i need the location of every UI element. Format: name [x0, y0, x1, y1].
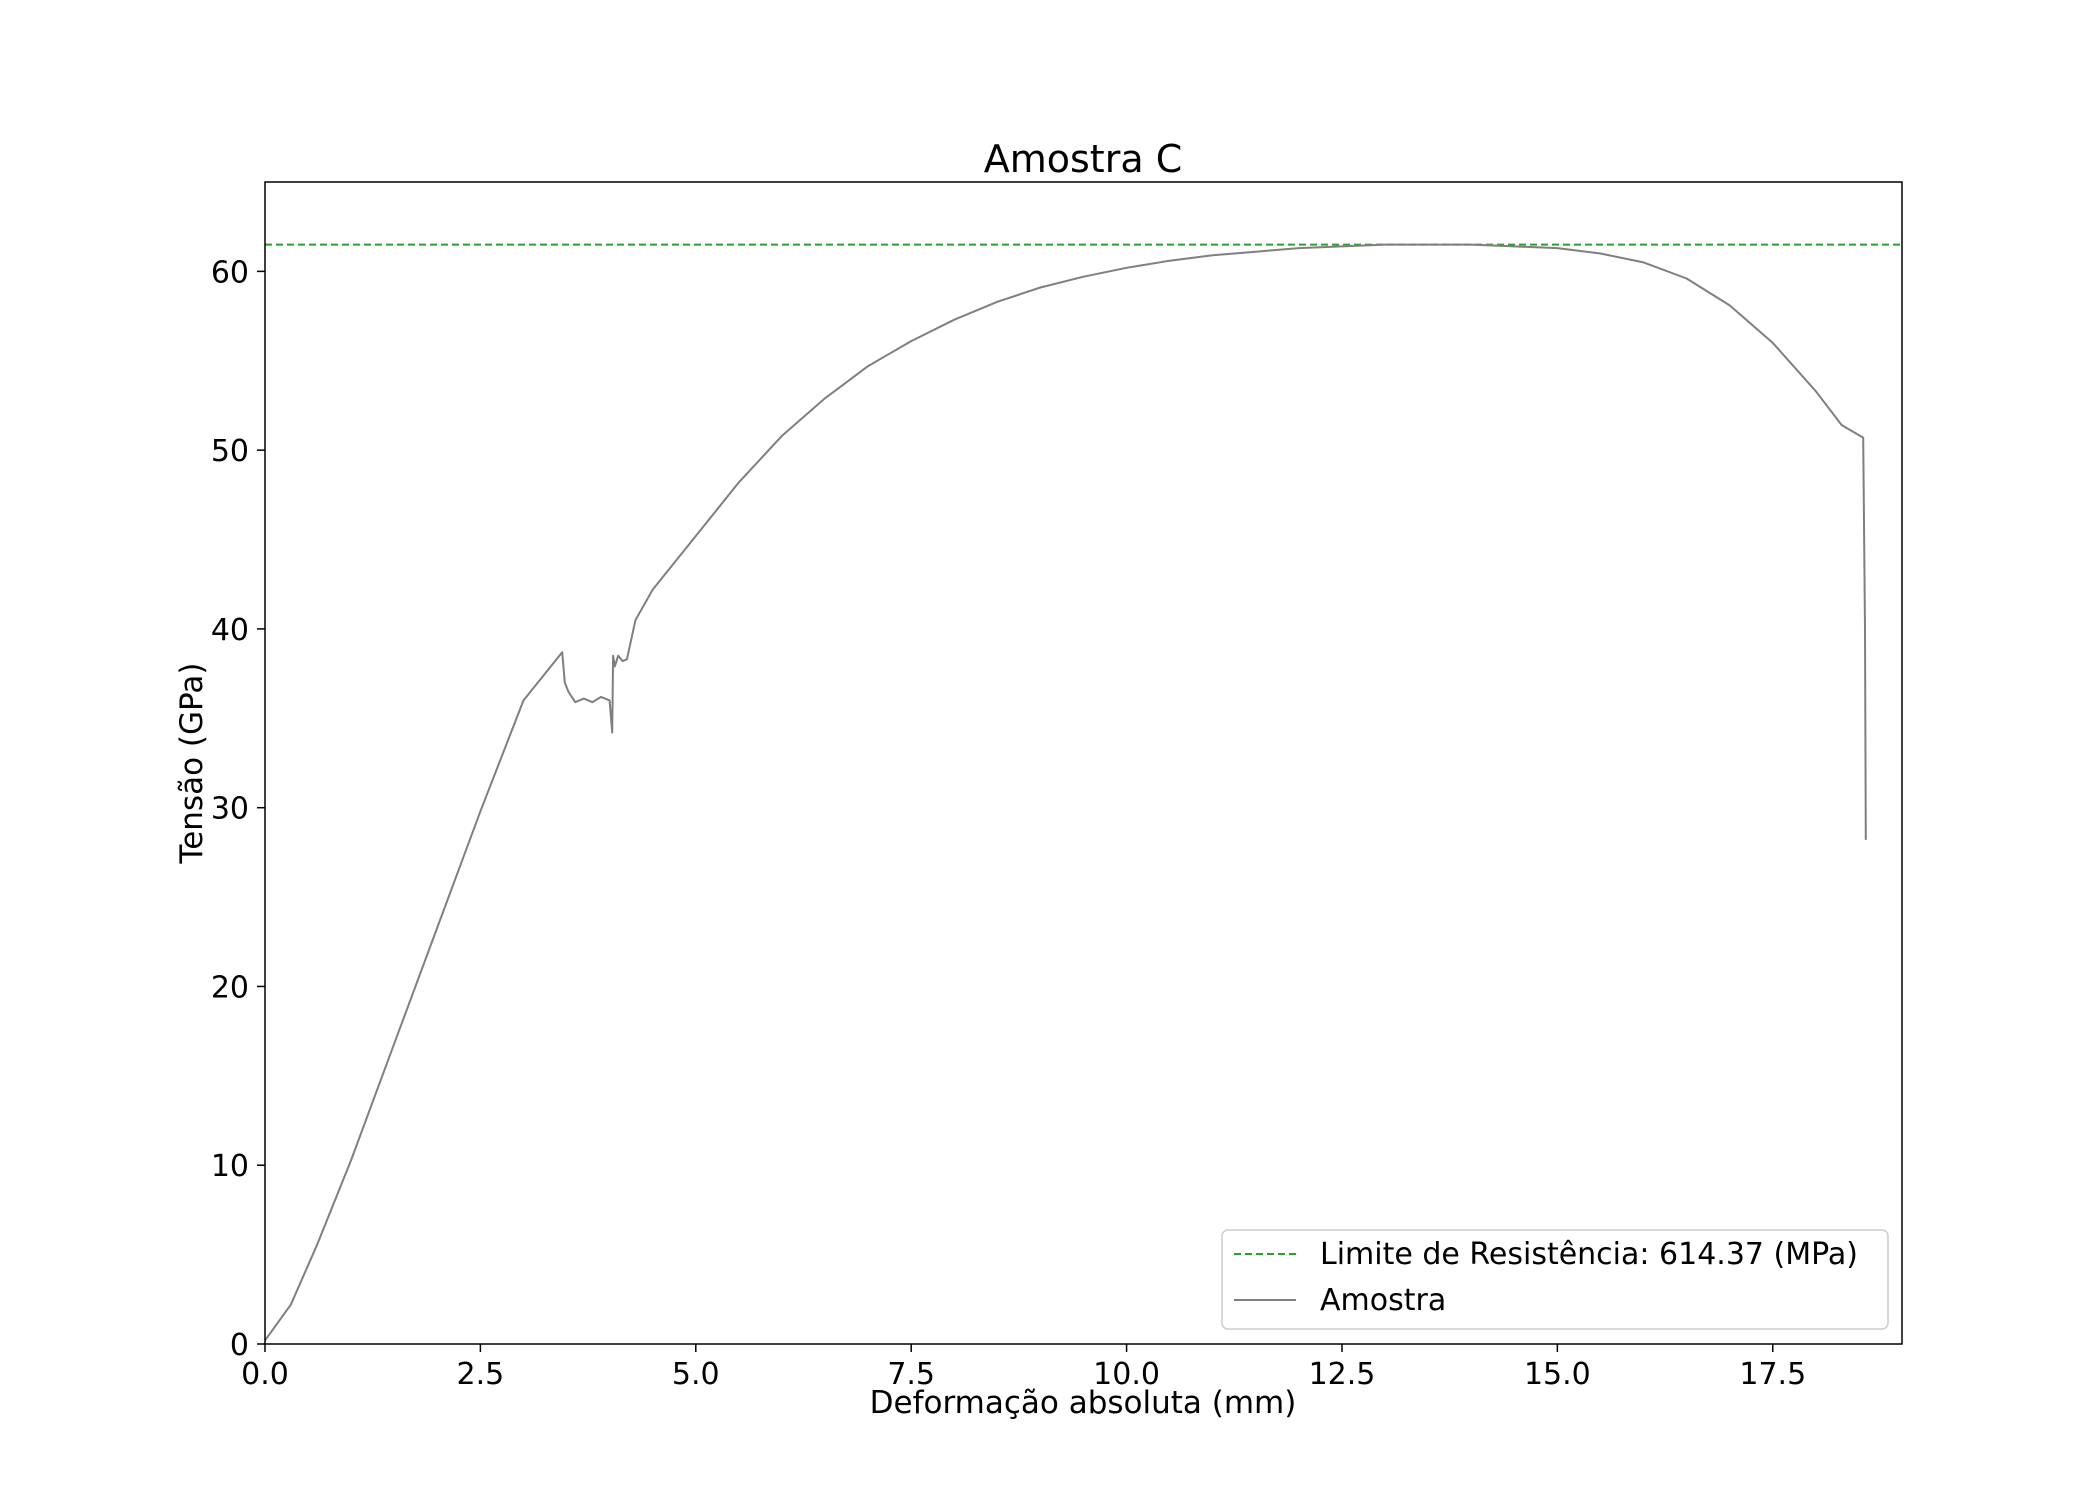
x-tick-label: 0.0 [241, 1357, 289, 1392]
x-axis: 0.0 2.5 5.0 7.5 10.0 12.5 15.0 17.5 [241, 1344, 1806, 1392]
y-axis-title: Tensão (GPa) [174, 663, 210, 865]
x-axis-title: Deformação absoluta (mm) [870, 1385, 1297, 1421]
y-tick-label: 30 [211, 792, 249, 827]
legend-label-amostra: Amostra [1320, 1283, 1446, 1318]
x-tick-label: 7.5 [887, 1357, 935, 1392]
x-tick-label: 15.0 [1524, 1357, 1591, 1392]
x-tick-label: 10.0 [1093, 1357, 1160, 1392]
series-amostra-line [264, 243, 1867, 1341]
y-tick-label: 50 [211, 434, 249, 469]
x-tick-label: 17.5 [1739, 1357, 1806, 1392]
x-tick-label: 5.0 [672, 1357, 720, 1392]
x-tick-label: 2.5 [457, 1357, 505, 1392]
legend: Limite de Resistência: 614.37 (MPa) Amos… [1221, 1229, 1889, 1330]
legend-box [1221, 1229, 1889, 1330]
plot-frame [264, 181, 1903, 1345]
chart-title: Amostra C [984, 137, 1182, 181]
x-tick-label: 12.5 [1309, 1357, 1376, 1392]
y-tick-label: 40 [211, 613, 249, 648]
y-tick-label: 60 [211, 255, 249, 290]
y-tick-label: 20 [211, 970, 249, 1005]
plot-area [264, 243, 1902, 1341]
y-tick-label: 10 [211, 1149, 249, 1184]
legend-label-limit: Limite de Resistência: 614.37 (MPa) [1320, 1237, 1858, 1272]
y-axis: 0 10 20 30 40 50 60 [211, 255, 265, 1363]
y-tick-label: 0 [230, 1328, 249, 1363]
